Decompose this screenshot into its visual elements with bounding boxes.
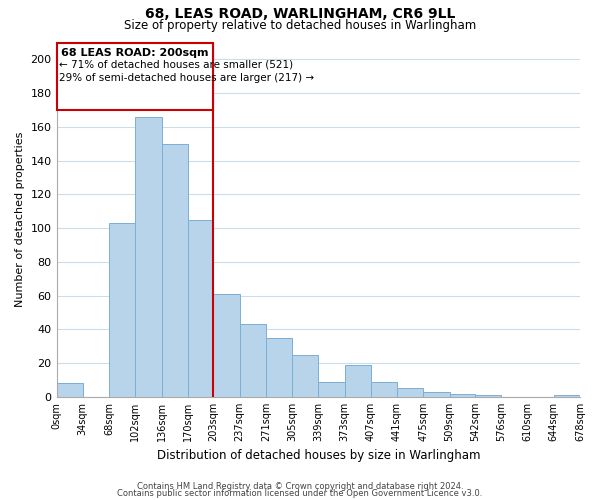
Text: Contains HM Land Registry data © Crown copyright and database right 2024.: Contains HM Land Registry data © Crown c… — [137, 482, 463, 491]
Bar — [56, 384, 83, 397]
Bar — [397, 388, 423, 397]
Bar — [554, 395, 580, 397]
Bar — [188, 220, 213, 397]
Text: 68, LEAS ROAD, WARLINGHAM, CR6 9LL: 68, LEAS ROAD, WARLINGHAM, CR6 9LL — [145, 8, 455, 22]
Bar — [318, 382, 344, 397]
Bar — [109, 223, 135, 397]
Bar — [239, 324, 266, 397]
Bar — [475, 395, 501, 397]
Text: 29% of semi-detached houses are larger (217) →: 29% of semi-detached houses are larger (… — [59, 73, 314, 83]
Text: 68 LEAS ROAD: 200sqm: 68 LEAS ROAD: 200sqm — [61, 48, 209, 58]
X-axis label: Distribution of detached houses by size in Warlingham: Distribution of detached houses by size … — [157, 450, 480, 462]
Bar — [423, 392, 449, 397]
Bar — [266, 338, 292, 397]
Bar — [161, 144, 188, 397]
Bar — [292, 354, 318, 397]
FancyBboxPatch shape — [56, 42, 213, 110]
Bar — [213, 294, 239, 397]
Bar — [135, 117, 161, 397]
Bar — [449, 394, 475, 397]
Y-axis label: Number of detached properties: Number of detached properties — [15, 132, 25, 308]
Text: Size of property relative to detached houses in Warlingham: Size of property relative to detached ho… — [124, 18, 476, 32]
Bar — [371, 382, 397, 397]
Text: ← 71% of detached houses are smaller (521): ← 71% of detached houses are smaller (52… — [59, 60, 293, 70]
Text: Contains public sector information licensed under the Open Government Licence v3: Contains public sector information licen… — [118, 489, 482, 498]
Bar — [344, 365, 371, 397]
